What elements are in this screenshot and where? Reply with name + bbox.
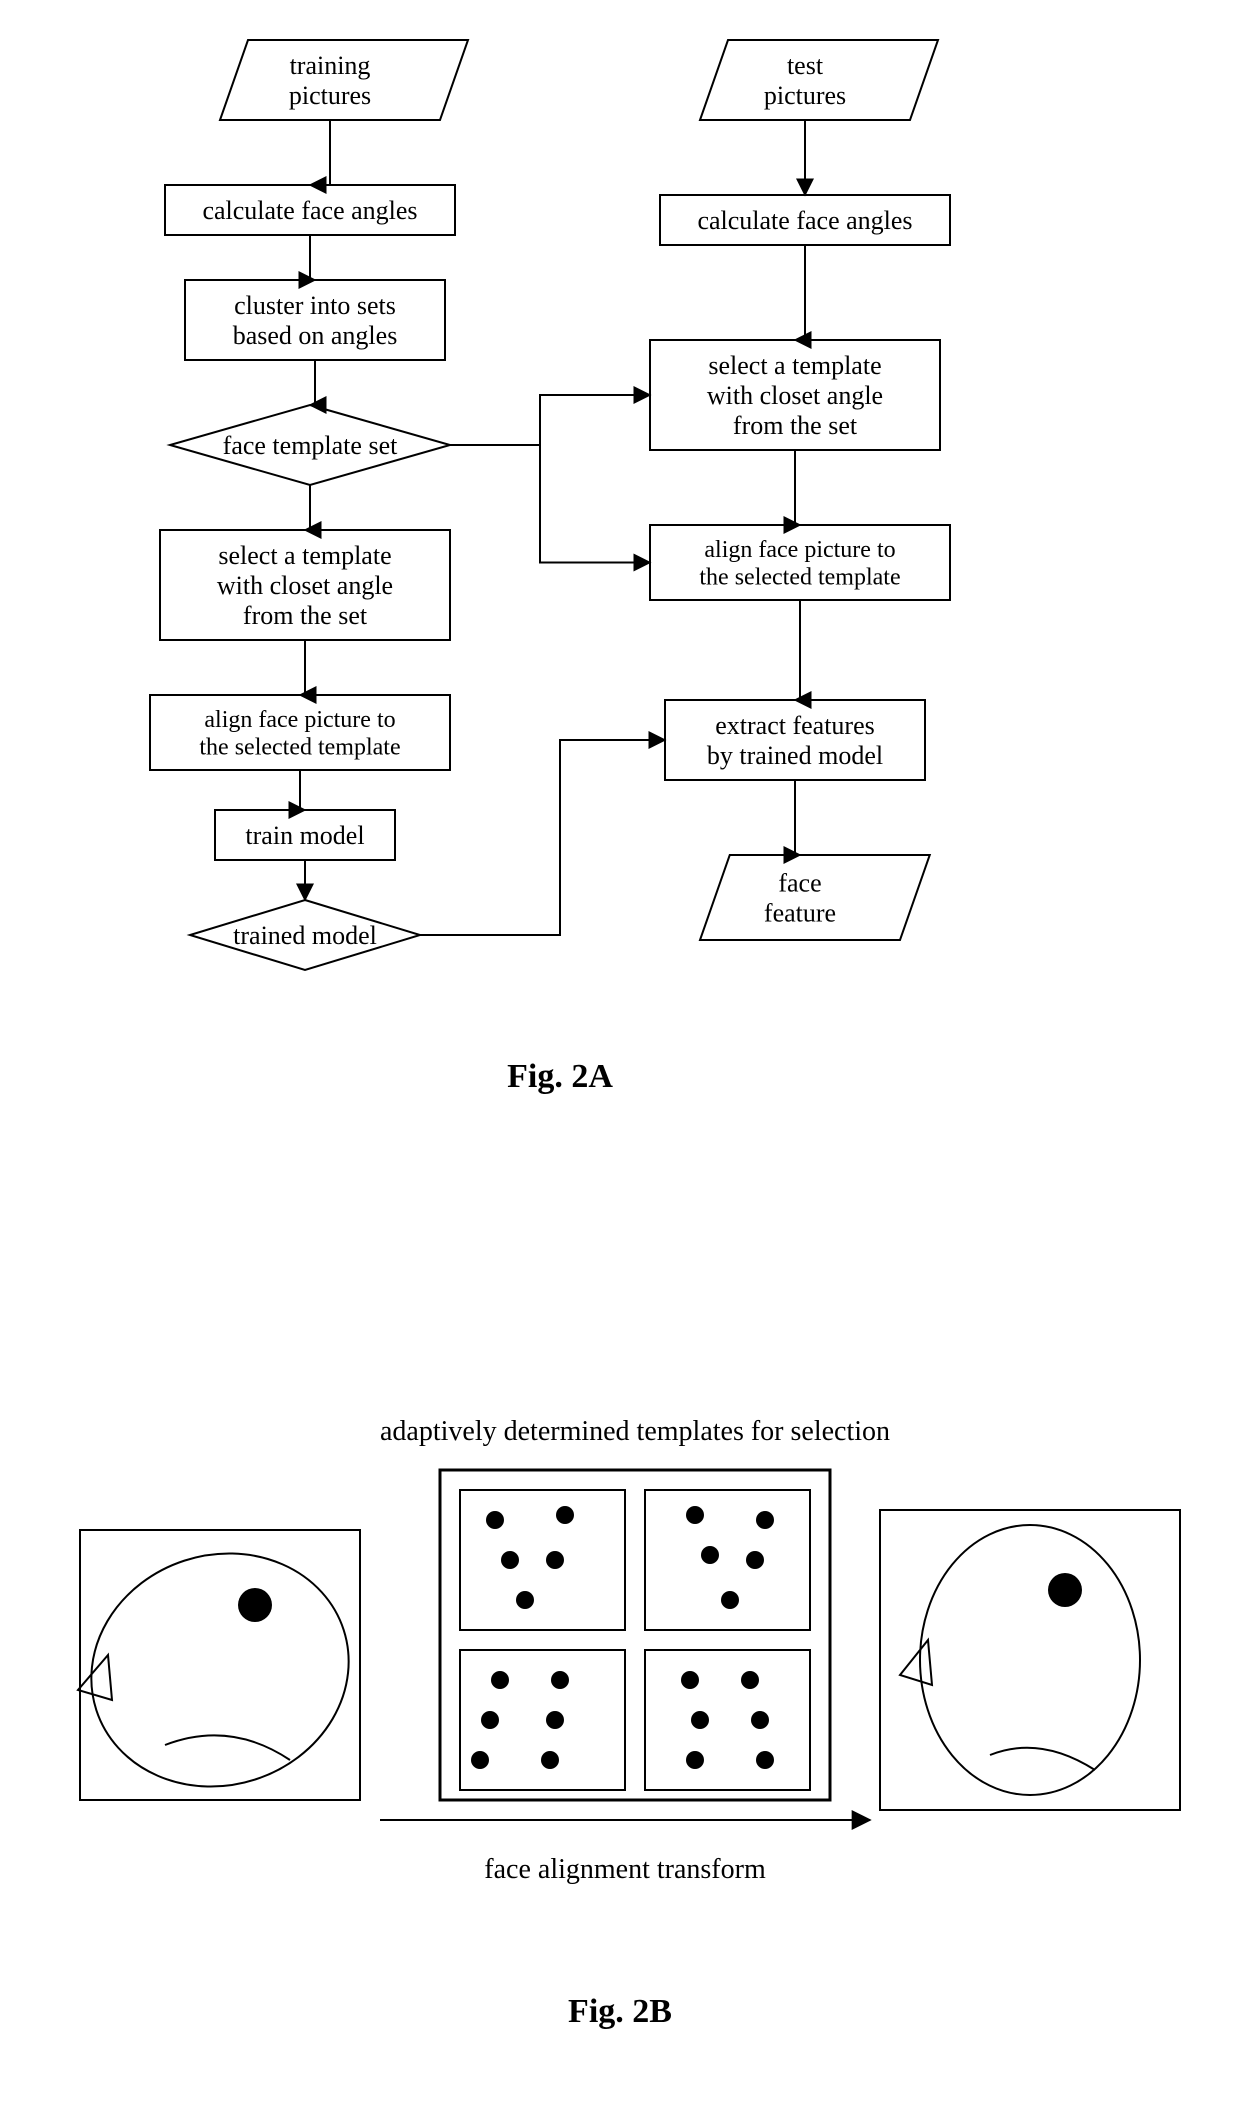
template-dot-0-1 (556, 1506, 574, 1524)
template-dot-1-1 (756, 1511, 774, 1529)
template-dot-3-5 (756, 1751, 774, 1769)
node-label-extract: extract featuresby trained model (707, 711, 883, 770)
node-label-test_in: testpictures (764, 51, 846, 110)
right-face-nose (900, 1640, 932, 1685)
edge-cluster-tmplset (310, 360, 315, 405)
left-face-frame (80, 1530, 360, 1800)
edge-sel2-align2 (795, 450, 800, 525)
edge-extract-facefeat (795, 780, 800, 855)
node-label-sel1: select a templatewith closet anglefrom t… (217, 541, 393, 630)
template-dot-2-3 (546, 1711, 564, 1729)
template-dot-0-0 (486, 1511, 504, 1529)
edge-train_in-calc1 (310, 120, 330, 185)
edge-tmplset-sel2 (450, 395, 650, 445)
template-dot-1-2 (701, 1546, 719, 1564)
template-dot-0-4 (516, 1591, 534, 1609)
edge-sel1-align1 (300, 640, 305, 695)
template-cell-3 (645, 1650, 810, 1790)
edge-tmplset-sel1 (305, 485, 310, 530)
node-label-tmplset: face template set (223, 431, 398, 460)
node-label-align1: align face picture tothe selected templa… (199, 707, 400, 761)
template-dot-3-4 (686, 1751, 704, 1769)
left-face-mouth (165, 1735, 290, 1760)
node-label-facefeat: facefeature (764, 869, 836, 928)
node-label-calc1: calculate face angles (202, 196, 417, 225)
node-label-align2: align face picture tothe selected templa… (699, 537, 900, 591)
template-dot-0-3 (546, 1551, 564, 1569)
template-dot-2-5 (541, 1751, 559, 1769)
figure-canvas: trainingpictures testpictures calculate fa… (0, 0, 1240, 2113)
template-dot-3-3 (751, 1711, 769, 1729)
left-face-eye (238, 1588, 272, 1622)
fig-2a-caption: Fig. 2A (507, 1058, 613, 1095)
edge-tmodel-extract (420, 740, 665, 935)
template-dot-0-2 (501, 1551, 519, 1569)
template-dot-1-0 (686, 1506, 704, 1524)
edge-tmplset-align2 (450, 445, 650, 563)
left-face-nose (78, 1655, 112, 1700)
template-dot-1-4 (721, 1591, 739, 1609)
node-label-calc2: calculate face angles (697, 206, 912, 235)
fig-2b-title: adaptively determined templates for sele… (380, 1416, 890, 1447)
template-dot-2-4 (471, 1751, 489, 1769)
template-cell-0 (460, 1490, 625, 1630)
fig-2b-caption: Fig. 2B (568, 1993, 672, 2030)
edge-calc2-sel2 (795, 245, 805, 340)
fig-2a-flowchart: trainingpictures testpictures calculate fa… (0, 0, 1240, 1130)
right-face-outline (920, 1525, 1140, 1795)
node-label-tmodel: trained model (233, 921, 377, 950)
edge-calc1-cluster (310, 235, 315, 280)
right-face-frame (880, 1510, 1180, 1810)
edge-align1-train (300, 770, 305, 810)
node-label-sel2: select a templatewith closet anglefrom t… (707, 351, 883, 440)
fig-2b-diagram: adaptively determined templates for sele… (0, 1130, 1240, 2113)
node-label-train: train model (245, 821, 364, 850)
template-dot-2-0 (491, 1671, 509, 1689)
template-dot-2-1 (551, 1671, 569, 1689)
template-dot-1-3 (746, 1551, 764, 1569)
template-dot-2-2 (481, 1711, 499, 1729)
template-dot-3-1 (741, 1671, 759, 1689)
node-label-train_in: trainingpictures (289, 51, 371, 110)
right-face-mouth (990, 1748, 1095, 1770)
alignment-arrow-label: face alignment transform (484, 1854, 766, 1885)
template-cell-1 (645, 1490, 810, 1630)
right-face-eye (1048, 1573, 1082, 1607)
edge-align2-extract (795, 600, 800, 700)
template-dot-3-2 (691, 1711, 709, 1729)
node-label-cluster: cluster into setsbased on angles (233, 291, 398, 350)
template-dot-3-0 (681, 1671, 699, 1689)
